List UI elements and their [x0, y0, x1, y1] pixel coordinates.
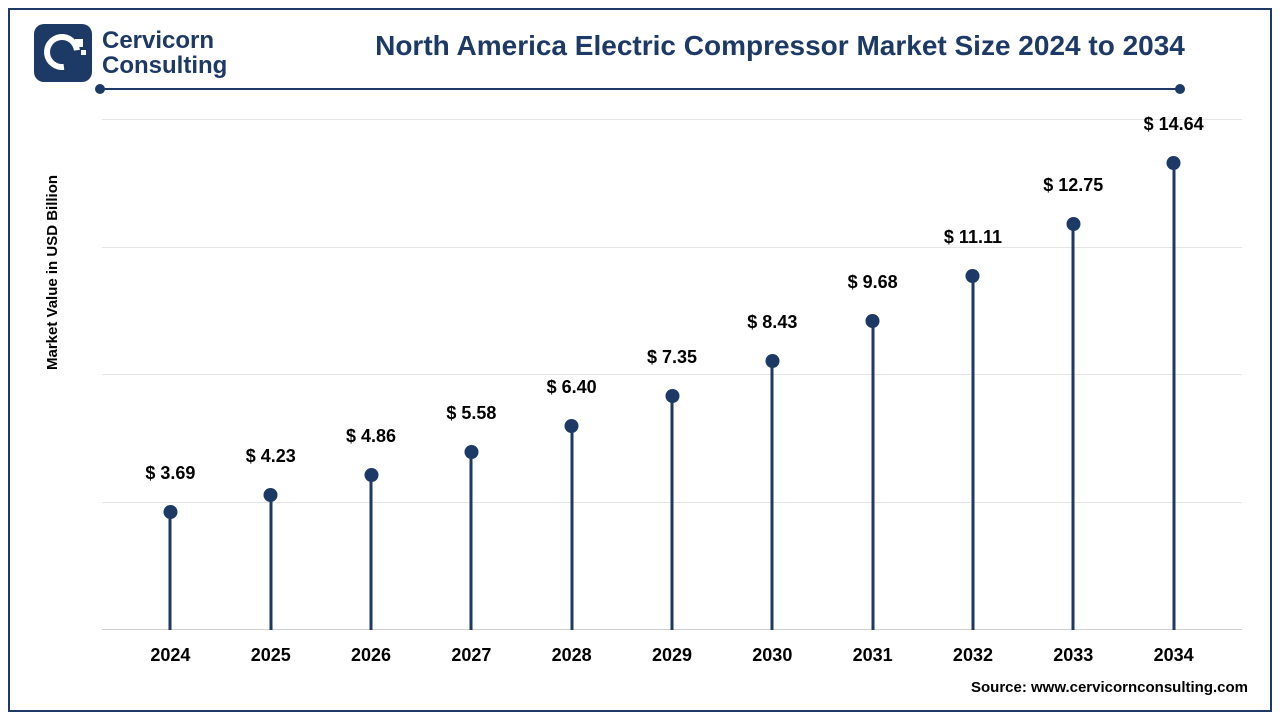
value-label: $ 3.69 [145, 463, 195, 484]
x-tick-label: 2030 [752, 645, 792, 666]
value-label: $ 5.58 [446, 403, 496, 424]
data-marker-icon [163, 505, 177, 519]
data-point [370, 475, 373, 630]
logo-line2: Consulting [102, 53, 227, 78]
x-tick-label: 2027 [451, 645, 491, 666]
x-tick-label: 2034 [1154, 645, 1194, 666]
value-label: $ 7.35 [647, 347, 697, 368]
value-label: $ 14.64 [1144, 114, 1204, 135]
value-label: $ 8.43 [747, 312, 797, 333]
data-point [971, 276, 974, 630]
data-marker-icon [765, 354, 779, 368]
x-tick-label: 2024 [150, 645, 190, 666]
data-marker-icon [364, 468, 378, 482]
logo-text: Cervicorn Consulting [102, 28, 227, 78]
data-marker-icon [1066, 217, 1080, 231]
x-tick-label: 2029 [652, 645, 692, 666]
x-tick-label: 2028 [552, 645, 592, 666]
data-point [169, 512, 172, 630]
data-point [671, 396, 674, 630]
x-tick-label: 2031 [853, 645, 893, 666]
x-tick-label: 2032 [953, 645, 993, 666]
value-label: $ 12.75 [1043, 175, 1103, 196]
value-label: $ 4.86 [346, 426, 396, 447]
data-marker-icon [966, 269, 980, 283]
value-label: $ 4.23 [246, 446, 296, 467]
data-marker-icon [565, 419, 579, 433]
chart-frame: Cervicorn Consulting North America Elect… [8, 8, 1272, 712]
title-underline [100, 88, 1180, 90]
data-point [1072, 224, 1075, 630]
data-point [470, 452, 473, 630]
data-marker-icon [665, 389, 679, 403]
x-tick-label: 2026 [351, 645, 391, 666]
data-point [771, 361, 774, 630]
value-label: $ 9.68 [848, 272, 898, 293]
y-axis-label: Market Value in USD Billion [44, 175, 61, 370]
logo-mark-icon [34, 24, 92, 82]
chart-title: North America Electric Compressor Market… [310, 30, 1250, 62]
x-tick-label: 2033 [1053, 645, 1093, 666]
value-label: $ 6.40 [547, 377, 597, 398]
data-point [570, 426, 573, 630]
data-marker-icon [866, 314, 880, 328]
data-marker-icon [1167, 156, 1181, 170]
logo-line1: Cervicorn [102, 28, 227, 53]
chart-plot-area: $ 3.692024$ 4.232025$ 4.862026$ 5.582027… [102, 120, 1242, 630]
data-marker-icon [264, 488, 278, 502]
value-label: $ 11.11 [944, 227, 1002, 248]
data-point [871, 321, 874, 630]
brand-logo: Cervicorn Consulting [34, 24, 227, 82]
data-point [1172, 163, 1175, 630]
gridline [102, 119, 1242, 120]
source-citation: Source: www.cervicornconsulting.com [971, 679, 1248, 696]
data-marker-icon [464, 445, 478, 459]
data-point [269, 495, 272, 630]
x-tick-label: 2025 [251, 645, 291, 666]
